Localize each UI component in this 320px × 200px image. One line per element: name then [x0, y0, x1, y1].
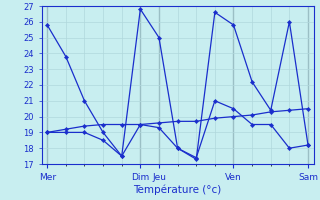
X-axis label: Température (°c): Température (°c) — [133, 185, 222, 195]
